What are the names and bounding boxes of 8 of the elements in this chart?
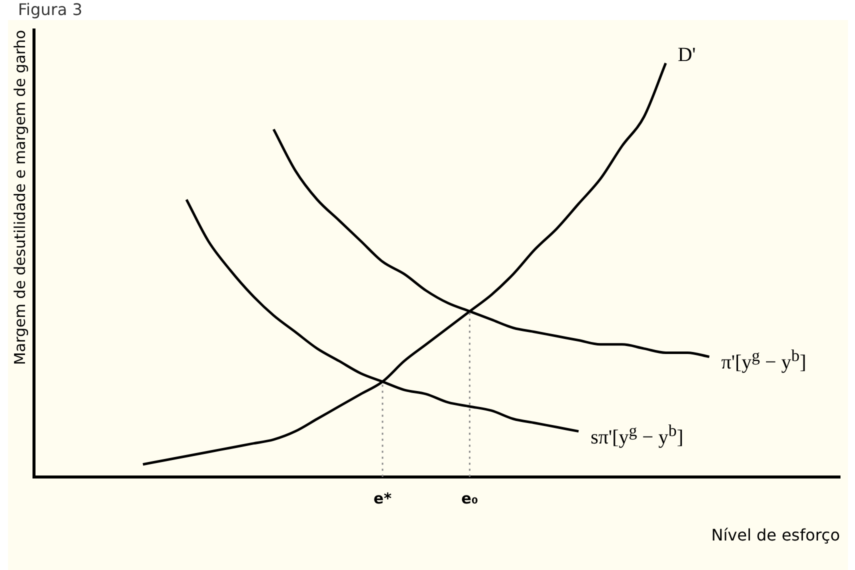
x-tick-label: e* — [374, 490, 392, 508]
x-axis-title: Nível de esforço — [711, 526, 840, 545]
series-label: π'[y$^{g}$ − y$^{b}$] — [721, 346, 806, 375]
x-tick-label: e₀ — [461, 490, 478, 508]
series-label: sπ'[y$^{g}$ − y$^{b}$] — [590, 420, 684, 450]
series-label: D' — [678, 44, 696, 67]
y-axis-title: Margem de desutilidade e margem de garho — [10, 30, 29, 366]
chart-title: Figura 3 — [18, 0, 82, 20]
